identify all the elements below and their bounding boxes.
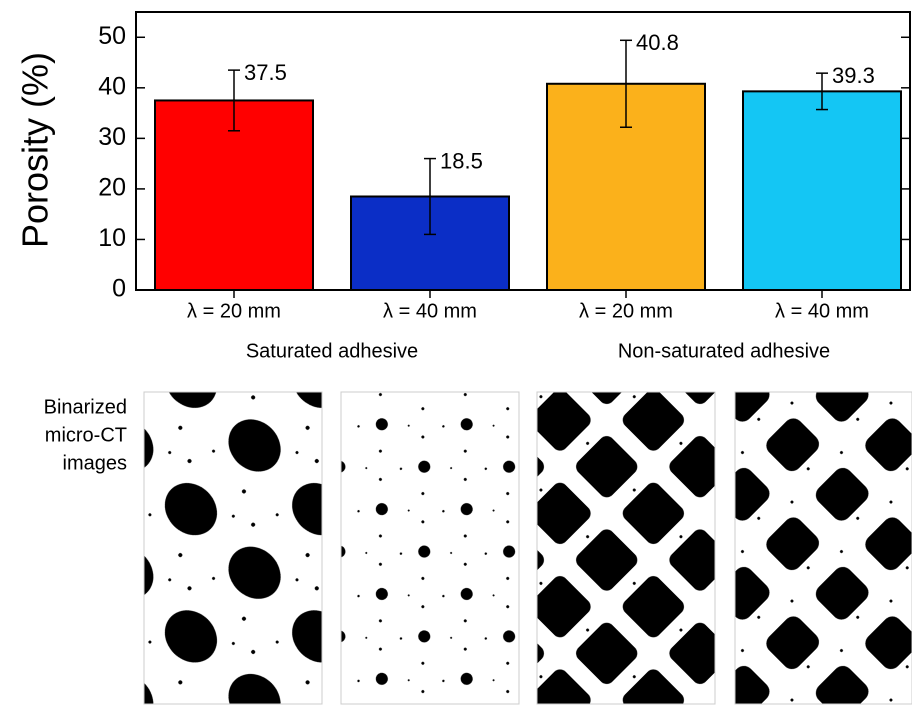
micro-ct-images xyxy=(144,392,912,704)
micro-ct-image xyxy=(735,392,912,704)
y-tick-label: 10 xyxy=(98,224,126,252)
bar xyxy=(743,91,901,290)
value-label: 37.5 xyxy=(244,60,287,85)
x-tick-label: λ = 20 mm xyxy=(579,300,673,322)
y-tick-label: 0 xyxy=(112,275,126,303)
micro-ct-image xyxy=(537,392,715,704)
value-label: 18.5 xyxy=(440,148,483,173)
x-tick-label: λ = 40 mm xyxy=(383,300,477,322)
x-tick-label: λ = 20 mm xyxy=(187,300,281,322)
caption-line: Binarized xyxy=(44,396,127,418)
caption-line: micro-CT xyxy=(45,424,127,446)
figure: Binarized micro-CT images Porosity (%) 0… xyxy=(0,0,912,706)
value-label: 40.8 xyxy=(636,30,679,55)
y-tick-label: 30 xyxy=(98,123,126,151)
micro-ct-image xyxy=(144,392,322,704)
y-axis-label: Porosity (%) xyxy=(15,52,56,248)
y-tick-label: 50 xyxy=(98,22,126,50)
group-label: Saturated adhesive xyxy=(246,340,418,362)
y-tick-label: 20 xyxy=(98,174,126,202)
value-label: 39.3 xyxy=(832,63,875,88)
micro-ct-image xyxy=(341,392,519,704)
y-tick-label: 40 xyxy=(98,72,126,100)
group-label: Non-saturated adhesive xyxy=(618,340,830,362)
caption-line: images xyxy=(63,452,127,474)
x-tick-label: λ = 40 mm xyxy=(775,300,869,322)
